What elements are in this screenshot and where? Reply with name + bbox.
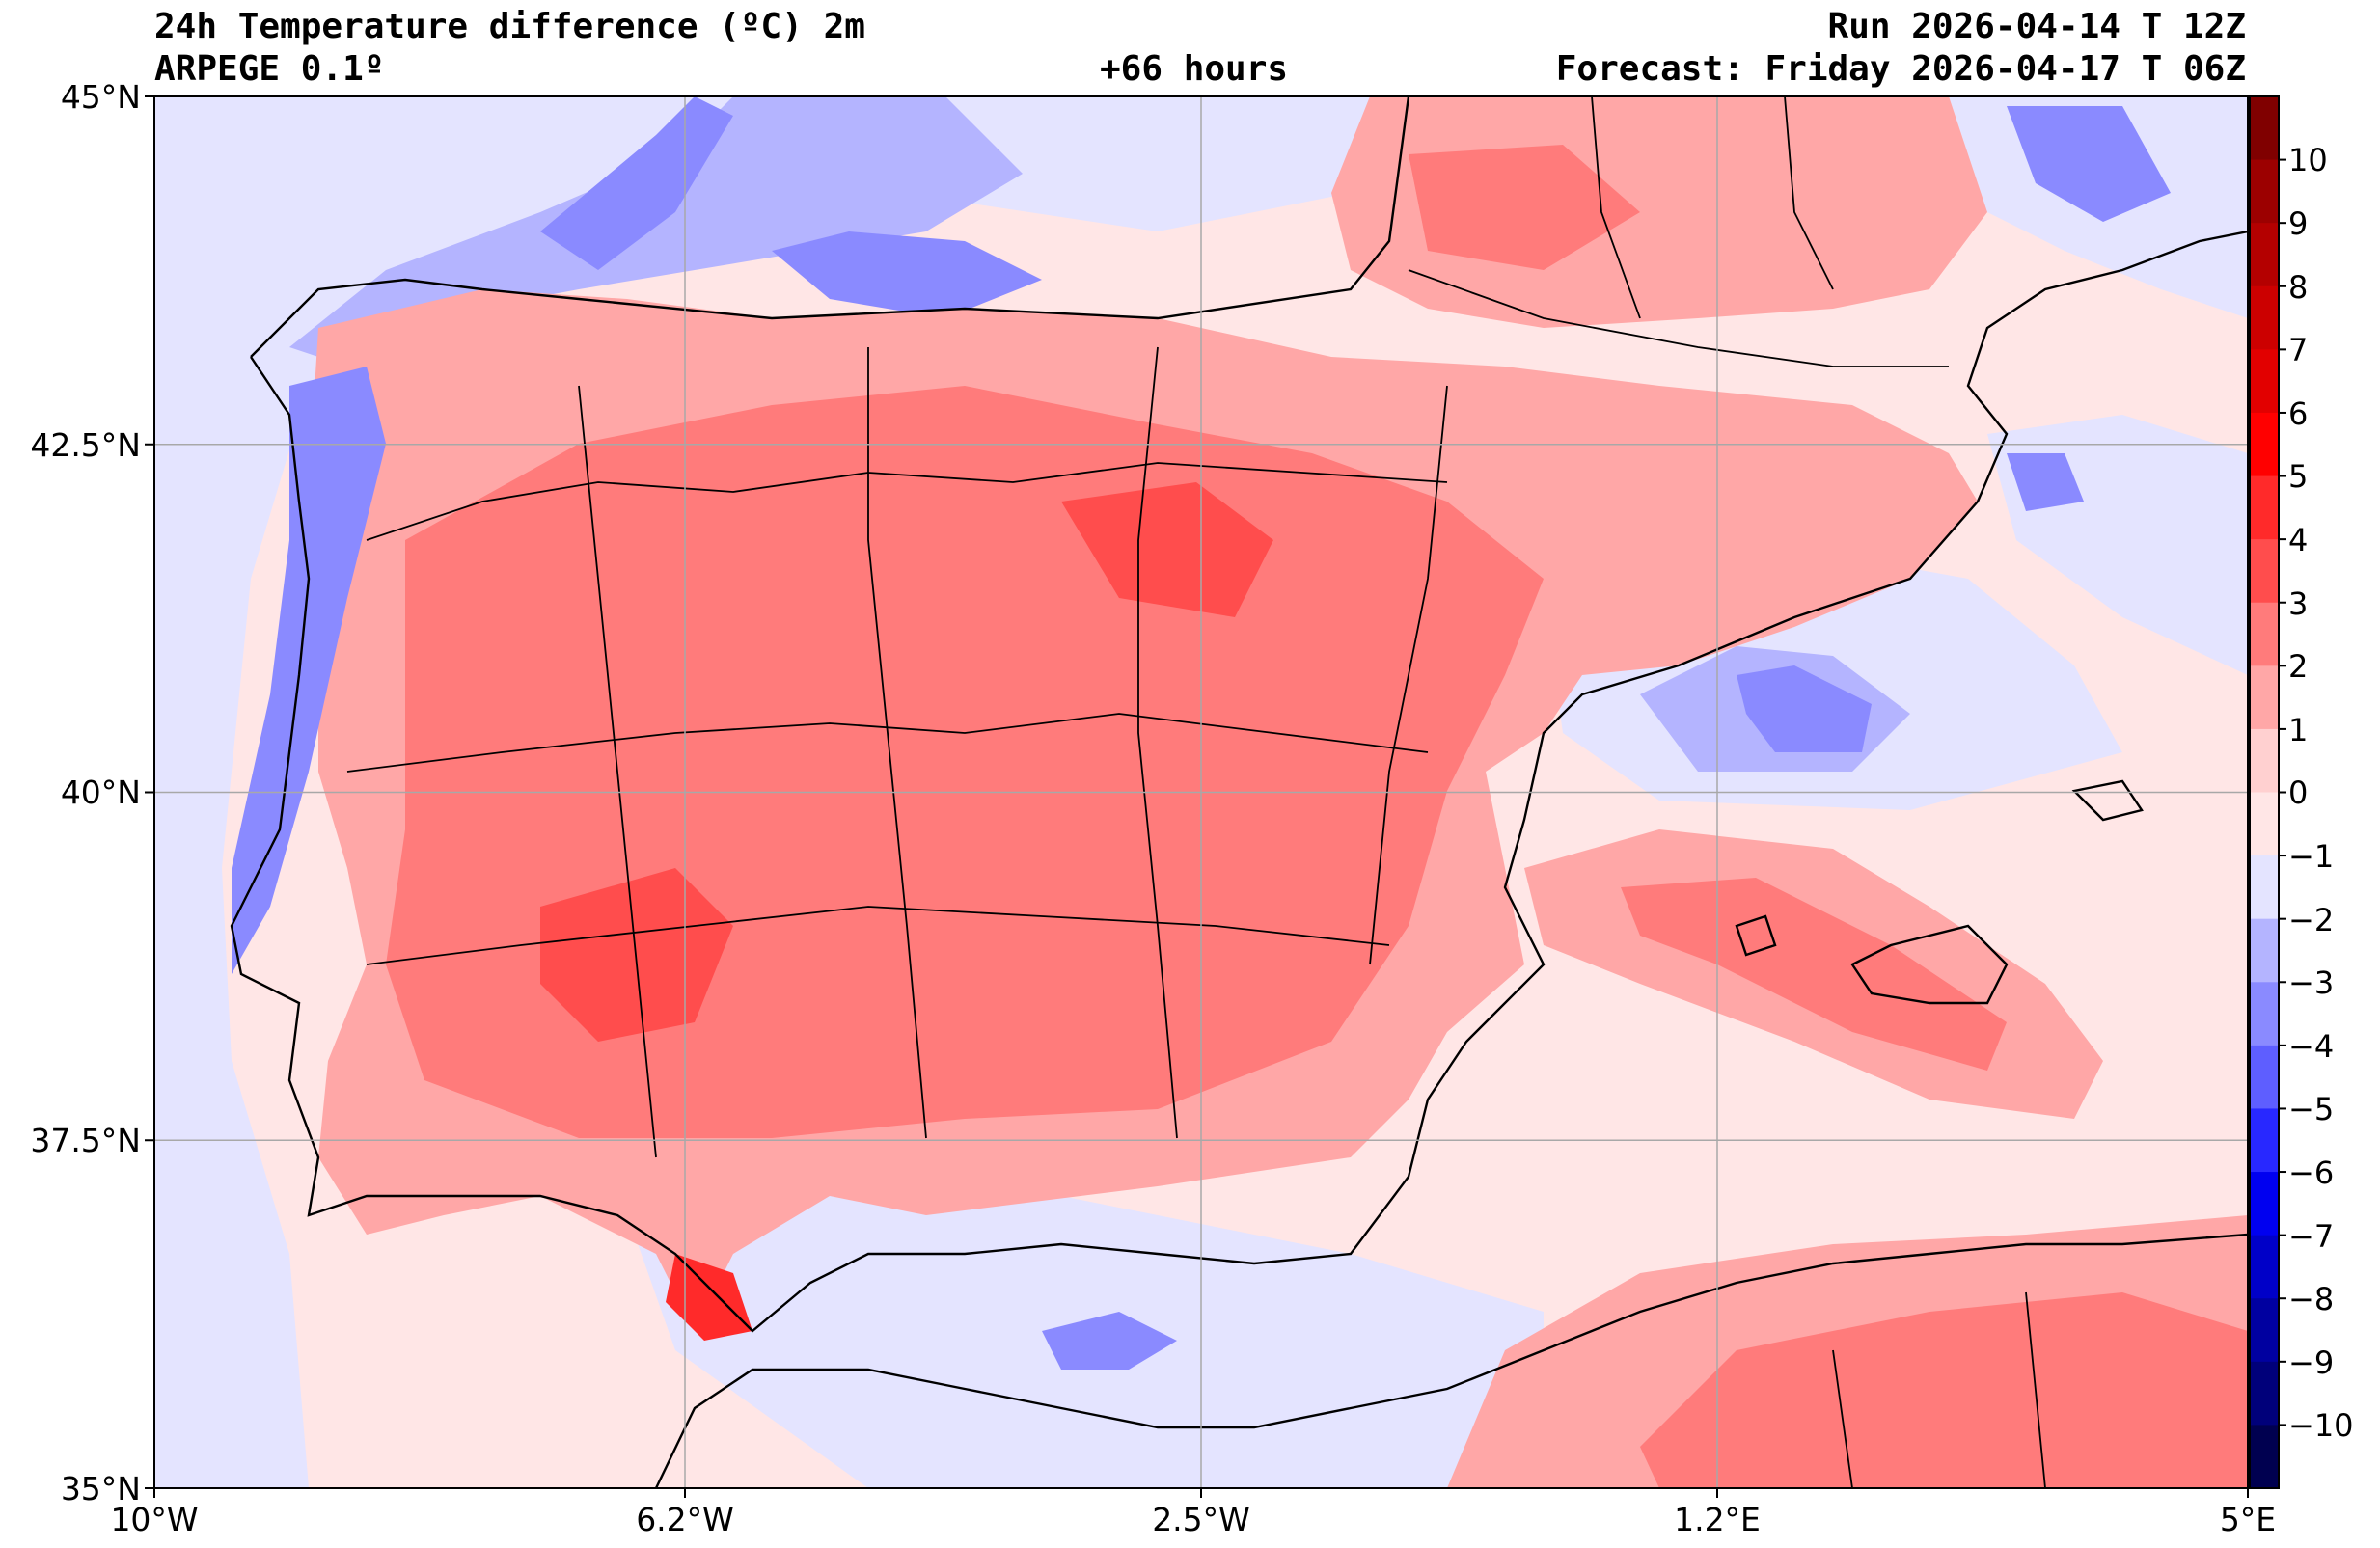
colorbar-labels: 10 9 8 7 6 5 4 3 2 1 0 −1 −2 −3 −4 −5 −6… — [2288, 142, 2354, 1444]
colorbar-label: 3 — [2288, 585, 2308, 622]
colorbar-segment — [2250, 1298, 2279, 1363]
gridlines — [154, 96, 2248, 1488]
colorbar-segment — [2250, 96, 2279, 161]
balearic-cold-core — [1737, 665, 1872, 752]
lon-tick-label: 6.2°W — [636, 1501, 734, 1538]
lat-tick-label: 45°N — [61, 78, 141, 116]
colorbar-label: 4 — [2288, 522, 2308, 558]
forecast-time: Forecast: Friday 2026-04-17 T 06Z — [1555, 49, 2246, 89]
map-field — [154, 96, 2248, 1488]
colorbar-label: −6 — [2288, 1154, 2334, 1191]
colorbar-segment — [2250, 1172, 2279, 1236]
colorbar-label: 1 — [2288, 712, 2308, 748]
colorbar-segment — [2250, 223, 2279, 287]
colorbar-label: 6 — [2288, 395, 2308, 432]
alps-cold-patch — [2007, 106, 2171, 222]
portugal-coast-cool-strip — [232, 367, 386, 974]
colorbar-segment — [2250, 792, 2279, 856]
catalan-cold-patch — [2007, 453, 2084, 511]
lat-tick-label: 35°N — [61, 1470, 141, 1507]
lat-tick-label: 42.5°N — [30, 426, 141, 464]
colorbar-label: −7 — [2288, 1218, 2334, 1255]
colorbar-label: −4 — [2288, 1028, 2334, 1065]
colorbar-segment — [2250, 918, 2279, 983]
map-title: 24h Temperature difference (ºC) 2m — [154, 7, 865, 46]
colorbar-label: −3 — [2288, 964, 2334, 1001]
colorbar-segment — [2250, 1425, 2279, 1489]
cantabrian-cold-patch — [772, 231, 1042, 318]
colorbar-segment — [2250, 159, 2279, 224]
colorbar-segment — [2250, 665, 2279, 730]
colorbar-segment — [2250, 285, 2279, 350]
colorbar-segment — [2250, 728, 2279, 794]
colorbar-label: −8 — [2288, 1281, 2334, 1317]
lon-tick-label: 10°W — [110, 1501, 198, 1538]
lead-time: +66 hours — [1100, 49, 1289, 89]
colorbar-frame — [2249, 95, 2280, 1489]
colorbar-segment — [2250, 539, 2279, 604]
strait-hot-patch — [666, 1254, 752, 1341]
lon-tick-label: 2.5°W — [1152, 1501, 1250, 1538]
lat-tick-label: 37.5°N — [30, 1122, 141, 1159]
colorbar-segment — [2250, 1235, 2279, 1299]
colorbar-segment — [2250, 475, 2279, 540]
run-time: Run 2026-04-14 T 12Z — [1827, 7, 2246, 46]
coastlines — [230, 96, 2248, 1488]
administrative-borders — [346, 96, 2046, 1488]
colorbar-label: 8 — [2288, 269, 2308, 306]
colorbar-segment — [2250, 1108, 2279, 1173]
colorbar-segment — [2250, 982, 2279, 1046]
colorbar-label: 7 — [2288, 332, 2308, 368]
north-africa-warm-core — [1640, 1292, 2248, 1488]
colorbar-label: −10 — [2288, 1407, 2354, 1444]
colorbar — [2250, 96, 2286, 1489]
lat-tick-label: 40°N — [61, 774, 141, 811]
colorbar-segment — [2250, 349, 2279, 414]
colorbar-segment — [2250, 412, 2279, 477]
colorbar-label: −1 — [2288, 838, 2334, 875]
atlantic-cool-zone — [154, 96, 1409, 1488]
colorbar-segment — [2250, 602, 2279, 666]
model-label: ARPEGE 0.1º — [154, 49, 385, 89]
colorbar-label: −9 — [2288, 1344, 2334, 1381]
lon-tick-label: 5°E — [2220, 1501, 2276, 1538]
colorbar-label: 2 — [2288, 648, 2308, 685]
colorbar-label: 9 — [2288, 205, 2308, 242]
colorbar-label: 10 — [2288, 142, 2328, 178]
colorbar-label: −5 — [2288, 1091, 2334, 1127]
colorbar-segment — [2250, 1361, 2279, 1426]
alboran-cold-patch — [1042, 1312, 1177, 1370]
latitude-axis: 45°N 42.5°N 40°N 37.5°N 35°N — [30, 78, 154, 1507]
france-warm-core — [1409, 145, 1640, 270]
longitude-axis: 10°W 6.2°W 2.5°W 1.2°E 5°E — [110, 1488, 2276, 1538]
colorbar-segment — [2250, 1045, 2279, 1110]
colorbar-label: 5 — [2288, 458, 2308, 495]
lon-tick-label: 1.2°E — [1674, 1501, 1761, 1538]
colorbar-label: −2 — [2288, 902, 2334, 938]
colorbar-segment — [2250, 855, 2279, 920]
colorbar-label: 0 — [2288, 774, 2308, 811]
castile-hot-patch — [1061, 482, 1273, 617]
